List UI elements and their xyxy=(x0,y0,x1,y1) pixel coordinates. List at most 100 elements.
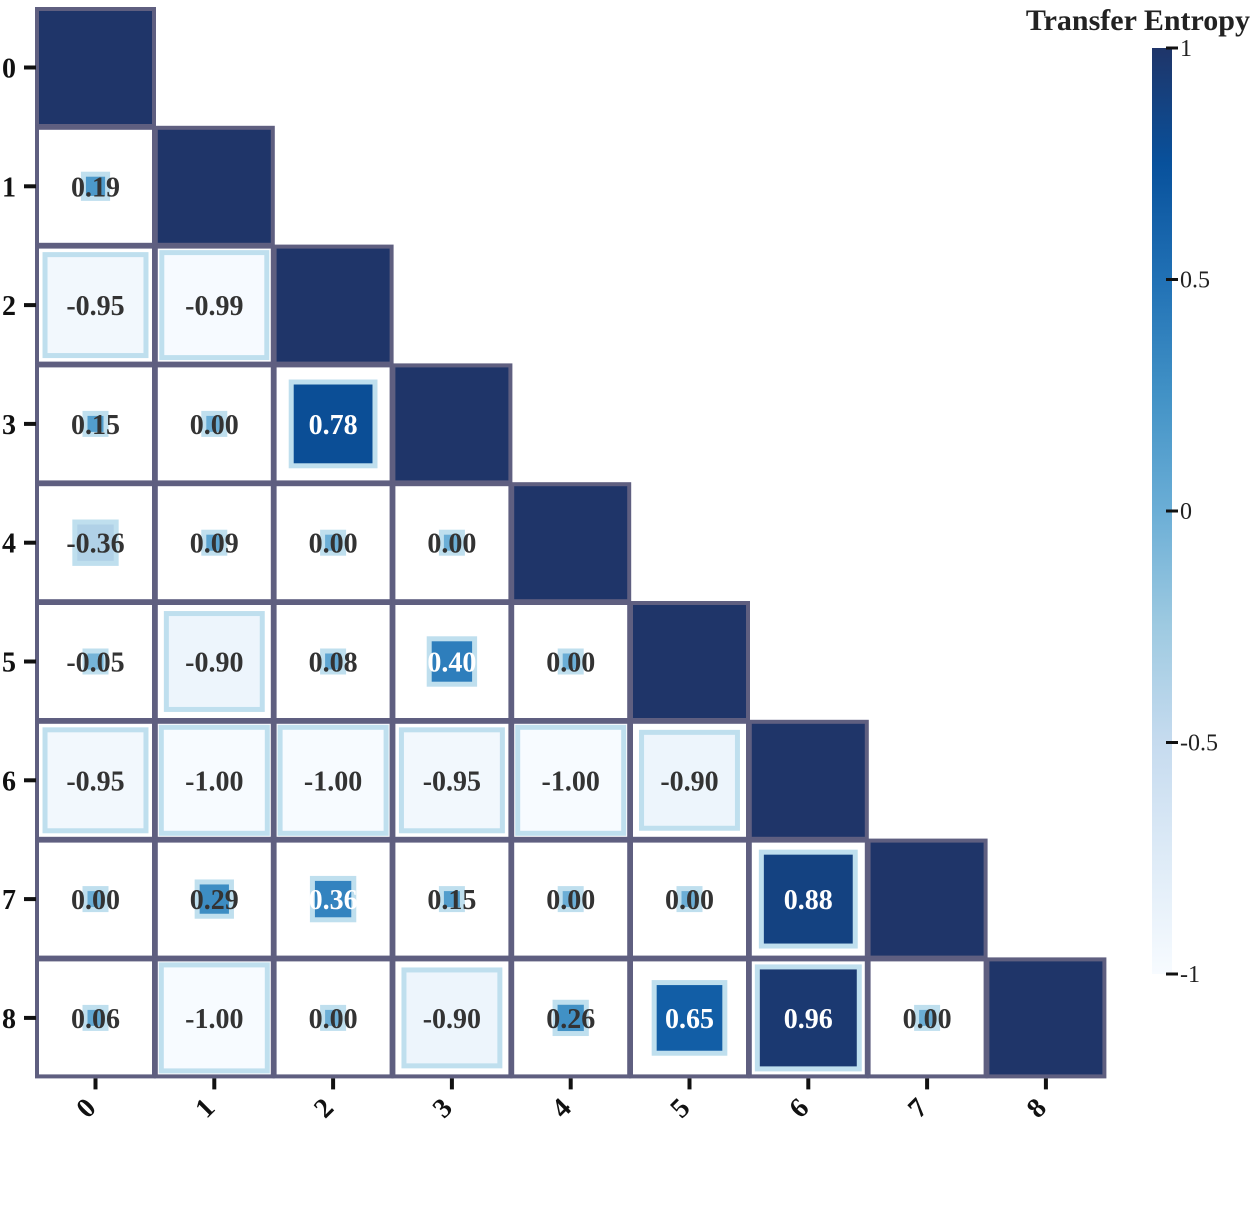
cell-square xyxy=(87,415,104,432)
cell-value-label: 0.15 xyxy=(71,410,120,441)
heatmap-cell: -0.36 xyxy=(35,482,156,604)
cell-square xyxy=(443,891,460,908)
y-tick-label: 5 xyxy=(2,648,16,679)
cell-square xyxy=(199,884,229,914)
heatmap-cell: -0.90 xyxy=(153,601,275,722)
cell-square xyxy=(431,641,473,682)
heatmap-cell: -0.95 xyxy=(35,244,156,366)
x-tick-label: 6 xyxy=(783,1092,815,1124)
heatmap-cell: 0.65 xyxy=(629,957,750,1079)
x-tick-label: 8 xyxy=(1021,1092,1053,1124)
cell-square xyxy=(163,729,265,831)
cell-square xyxy=(206,415,223,432)
cell-square xyxy=(520,729,622,831)
cell-value-label: 0.00 xyxy=(546,885,595,916)
diagonal-cell xyxy=(35,7,156,128)
cell-square xyxy=(47,257,144,354)
cell-value-label: 0.65 xyxy=(665,1004,714,1035)
heatmap-cell: -1.00 xyxy=(510,719,632,841)
cell-square xyxy=(325,653,342,670)
cell-value-label: -0.95 xyxy=(66,291,124,322)
heatmap-cell: 0.00 xyxy=(510,838,632,960)
colorbar: Transfer Entropy 1 0.5 0 -0.5 -1 xyxy=(1026,4,1250,988)
heatmap-cell: -0.95 xyxy=(391,719,513,841)
cell-square xyxy=(403,732,500,829)
cell-square xyxy=(282,729,384,831)
heatmap-cell xyxy=(629,601,750,722)
x-tick-label: 1 xyxy=(189,1092,221,1124)
cell-square xyxy=(47,732,144,829)
cell-square xyxy=(164,255,265,356)
cell-square xyxy=(325,534,342,551)
heatmap-cell xyxy=(153,125,275,247)
cell-square xyxy=(919,1009,936,1026)
heatmap-cell: 0.15 xyxy=(35,363,156,485)
cell-square xyxy=(206,534,223,551)
heatmap-cell: 0.40 xyxy=(391,601,513,722)
heatmap-cell xyxy=(272,244,394,366)
cell-square xyxy=(681,891,698,908)
x-tick-label: 7 xyxy=(902,1092,934,1124)
cell-value-label: -0.90 xyxy=(660,766,718,797)
diagonal-cell xyxy=(866,838,988,960)
x-tick-label: 3 xyxy=(427,1092,459,1124)
cell-square xyxy=(562,653,579,670)
heatmap-cell: -0.90 xyxy=(629,719,750,841)
x-tick-label: 0 xyxy=(71,1092,103,1124)
y-tick-label: 6 xyxy=(2,766,16,797)
x-tick-label: 4 xyxy=(546,1092,578,1124)
heatmap-cell: -0.99 xyxy=(153,244,275,366)
heatmap-cell: 0.96 xyxy=(747,957,869,1079)
diagonal-cell xyxy=(510,482,632,604)
cell-value-label: 0.96 xyxy=(784,1004,833,1035)
cell-value-label: -1.00 xyxy=(185,766,243,797)
colorbar-tick-label: -0.5 xyxy=(1180,731,1218,757)
cell-square xyxy=(325,1009,342,1026)
cell-value-label: 0.00 xyxy=(309,529,358,560)
cell-square xyxy=(87,1009,104,1026)
heatmap-cell: -0.90 xyxy=(391,957,513,1079)
cell-square xyxy=(406,972,498,1064)
heatmap-cell: 0.15 xyxy=(391,838,513,960)
cell-value-label: -0.05 xyxy=(66,648,124,679)
cell-value-label: 0.36 xyxy=(309,885,358,916)
colorbar-tick-label: 1 xyxy=(1180,36,1192,62)
x-tick-label: 5 xyxy=(665,1092,697,1124)
cell-value-label: 0.29 xyxy=(190,885,239,916)
cell-square xyxy=(77,524,114,561)
heatmap-cell: 0.00 xyxy=(629,838,750,960)
x-axis: 0 1 2 3 4 5 6 7 8 xyxy=(71,1078,1053,1124)
cell-square xyxy=(443,534,460,551)
y-tick-label: 4 xyxy=(2,529,16,560)
cell-value-label: 0.08 xyxy=(309,648,358,679)
cell-value-label: -0.36 xyxy=(66,529,124,560)
cell-value-label: -0.90 xyxy=(185,648,243,679)
heatmap-cell: 0.00 xyxy=(866,957,988,1079)
heatmap-cell: 0.00 xyxy=(35,838,156,960)
cell-square xyxy=(87,653,104,670)
heatmap-cell: 0.00 xyxy=(391,482,513,604)
heatmap-cell: 0.00 xyxy=(272,957,394,1079)
heatmap-cell xyxy=(866,838,988,960)
cell-value-label: -1.00 xyxy=(304,766,362,797)
heatmap-cell: 0.29 xyxy=(153,838,275,960)
cell-value-label: 0.00 xyxy=(546,648,595,679)
colorbar-tick-label: 0 xyxy=(1180,499,1192,525)
heatmap-cell xyxy=(391,363,513,485)
cell-value-label: 0.40 xyxy=(427,648,476,679)
y-tick-label: 8 xyxy=(2,1004,16,1035)
cell-value-label: 0.19 xyxy=(71,172,120,203)
heatmap-cell xyxy=(747,719,869,841)
diagonal-cell xyxy=(985,957,1107,1079)
heatmap-cells: 0.19 -0.95 -0.99 0.15 0.00 0.78 -0.36 0.09 0.00 0… xyxy=(35,7,1107,1079)
cell-value-label: 0.88 xyxy=(784,885,833,916)
colorbar-tick-label: 0.5 xyxy=(1180,268,1210,294)
heatmap-cell: -0.05 xyxy=(35,601,156,722)
cell-value-label: 0.26 xyxy=(546,1004,595,1035)
cell-value-label: -0.99 xyxy=(185,291,243,322)
cell-value-label: -0.95 xyxy=(66,766,124,797)
heatmap-cell: 0.88 xyxy=(747,838,869,960)
cell-value-label: 0.00 xyxy=(309,1004,358,1035)
y-tick-label: 1 xyxy=(2,172,16,203)
